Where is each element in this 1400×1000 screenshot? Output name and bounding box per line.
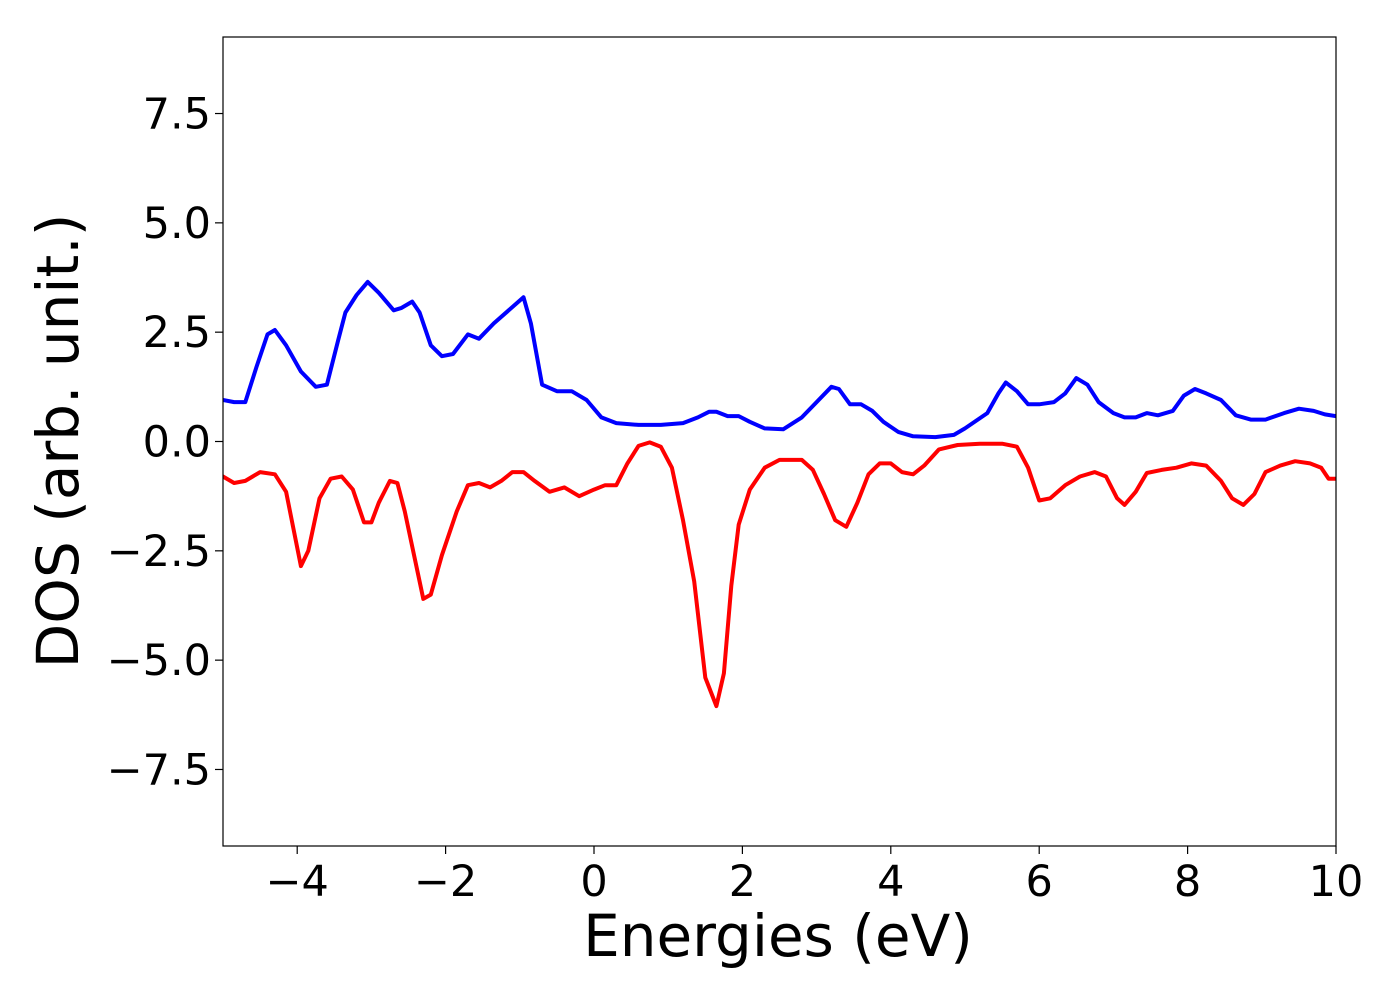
y-tick-label: −2.5 [107,527,211,577]
x-axis-ticks: −4 −2 0 2 4 6 8 10 [266,846,1364,907]
x-tick-label: 10 [1309,857,1364,907]
plot-area [222,36,1337,847]
y-tick-label: 7.5 [143,90,211,140]
y-tick-label: −5.0 [107,636,211,686]
x-tick-label: 0 [580,857,607,907]
x-tick-label: 6 [1026,857,1053,907]
plot-frame [222,36,1337,847]
series-line-1 [223,279,1336,440]
x-tick-label: −4 [266,857,329,907]
x-tick-label: 8 [1174,857,1201,907]
y-tick-label: 5.0 [143,199,211,249]
y-tick-label: 0.0 [143,418,211,468]
x-tick-label: 4 [877,857,904,907]
y-axis-ticks: 7.5 5.0 2.5 0.0 −2.5 −5.0 −7.5 [107,90,223,795]
x-tick-label: 2 [729,857,756,907]
series-line-2 [223,440,1336,709]
x-tick-label: −2 [414,857,477,907]
x-axis-label: Energies (eV) [583,902,973,970]
y-tick-label: −7.5 [107,745,211,795]
y-axis-label: DOS (arb. unit.) [24,214,92,669]
y-tick-label: 2.5 [143,308,211,358]
